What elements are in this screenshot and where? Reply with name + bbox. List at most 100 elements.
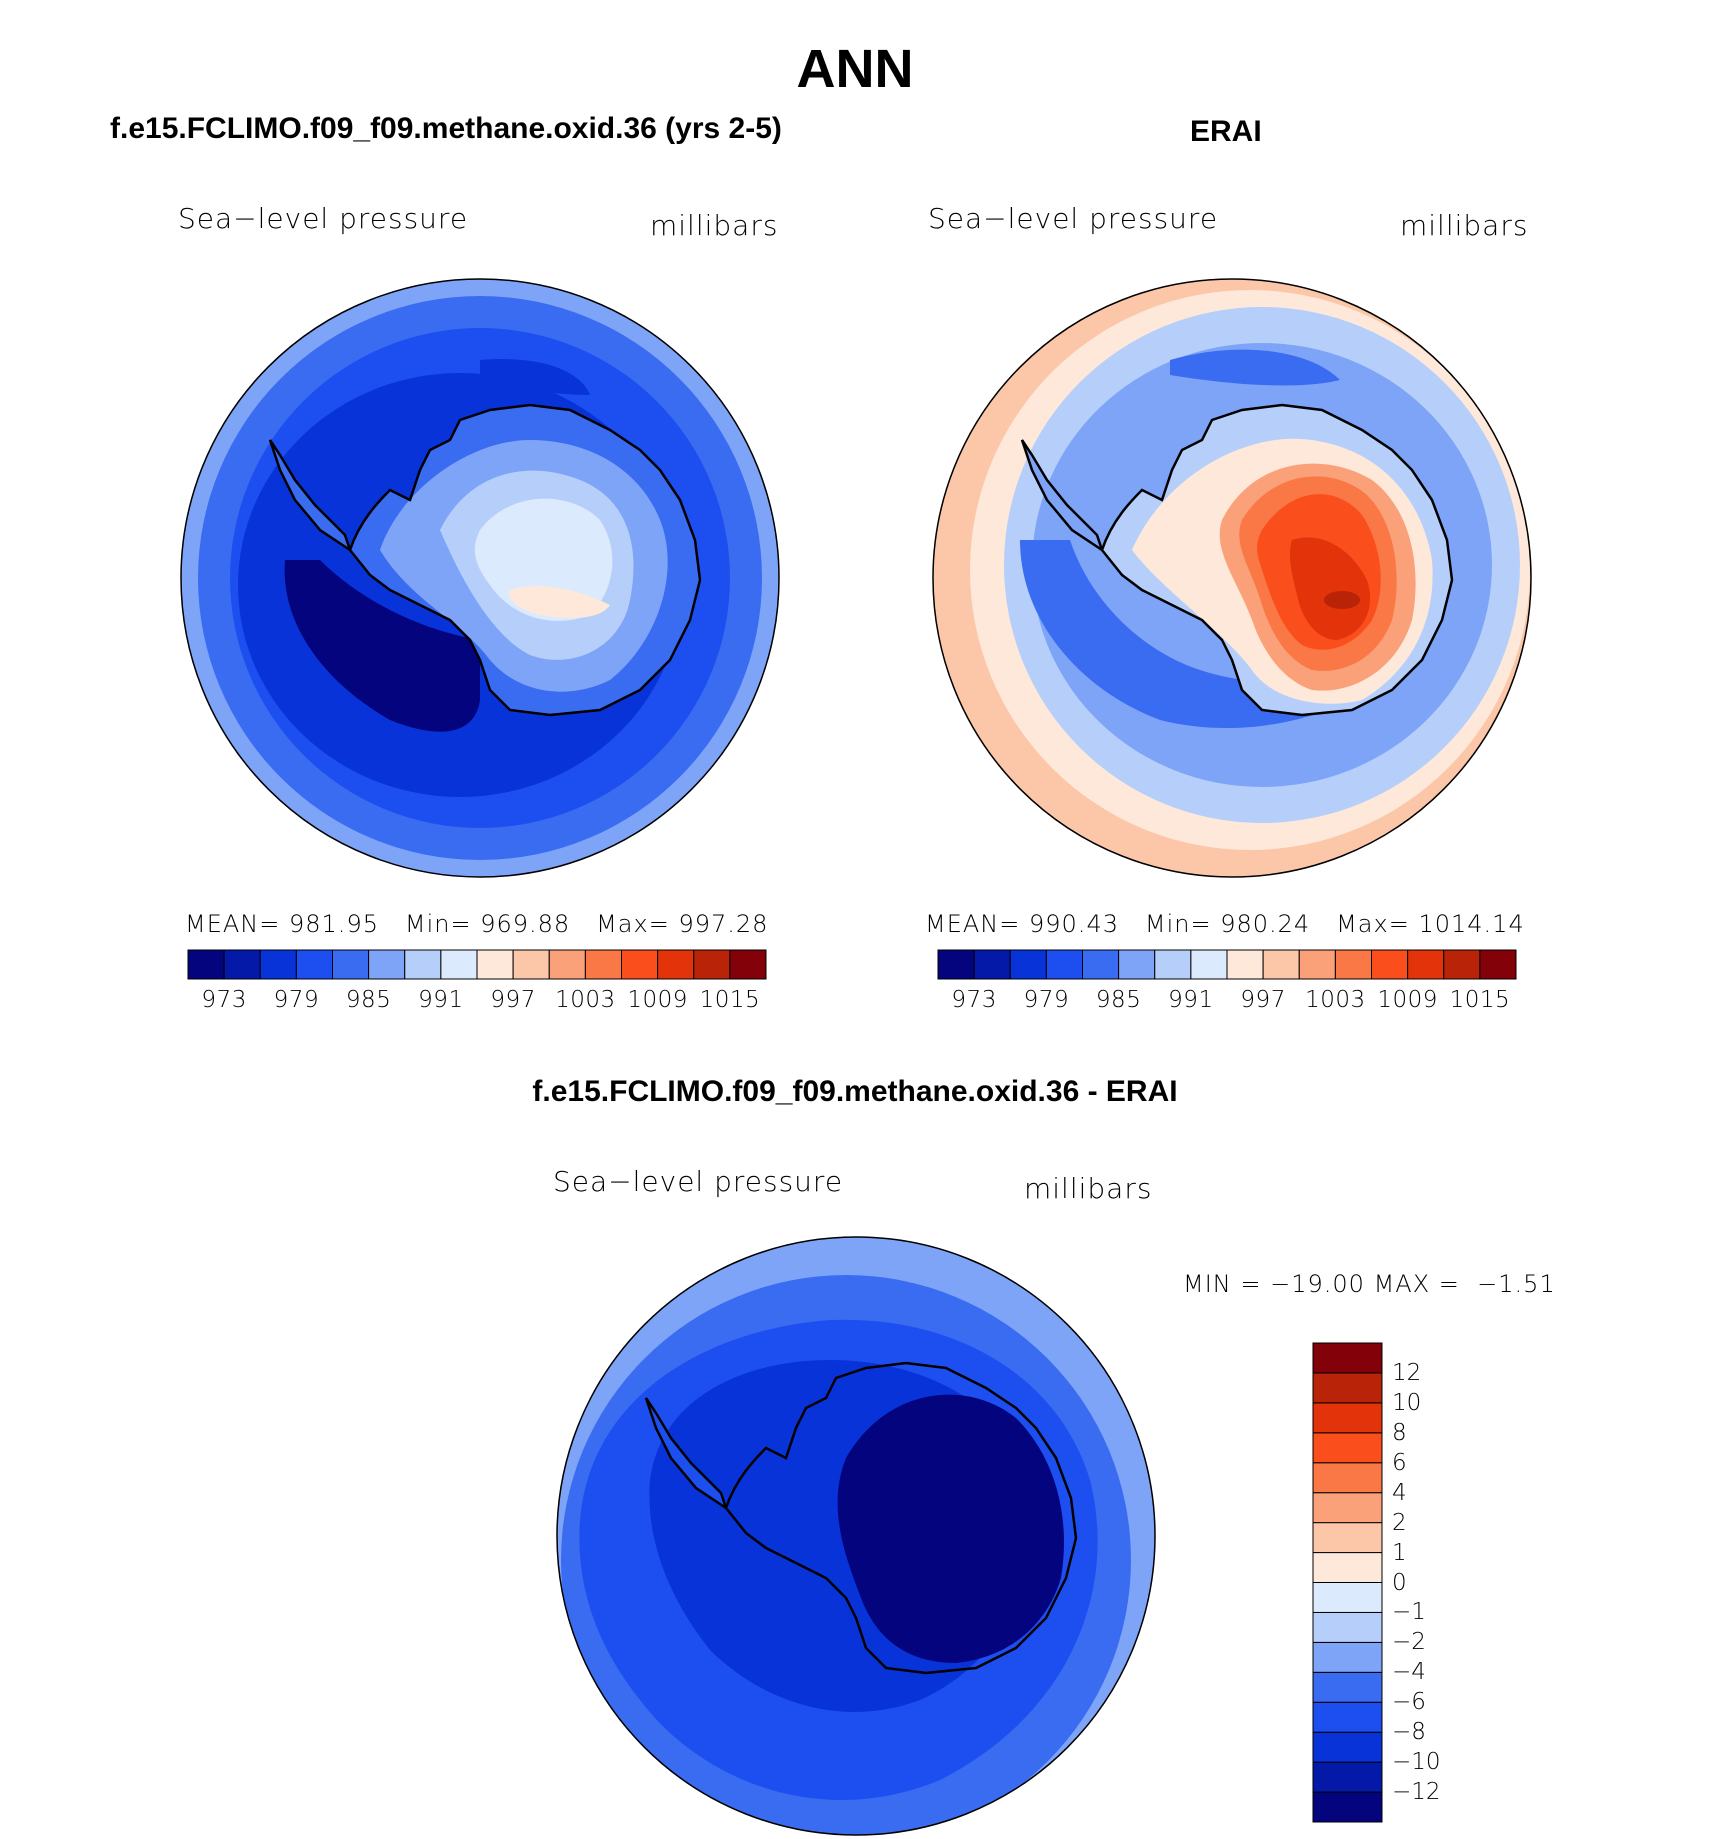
colorbar-diff (1312, 1342, 1383, 1823)
colorbar-diff-tick-label: −4 (1392, 1659, 1426, 1686)
colorbar-diff-swatch (1312, 1791, 1383, 1823)
colorbar-model-swatch (621, 949, 659, 980)
colorbar-obs-swatch (1479, 949, 1517, 980)
colorbar-model (187, 949, 767, 980)
colorbar-diff-tick-label: −1 (1392, 1599, 1426, 1626)
map-model-border (180, 278, 780, 878)
colorbar-diff-swatch (1312, 1582, 1383, 1613)
colorbar-diff-swatch (1312, 1761, 1383, 1793)
map-obs (933, 279, 1531, 877)
colorbar-obs-tick-label: 973 (951, 987, 997, 1013)
colorbar-diff-tick-label: 4 (1392, 1479, 1407, 1506)
max-value: 997.28 (678, 910, 769, 938)
colorbar-diff-swatch (1312, 1522, 1383, 1554)
map-model (181, 279, 779, 877)
min-value: −19.00 (1270, 1270, 1365, 1298)
colorbar-model-swatch (693, 949, 731, 980)
colorbar-obs-swatch (1190, 949, 1228, 980)
colorbar-obs-swatch (1154, 949, 1192, 980)
min-label: Min= (1144, 910, 1212, 938)
colorbar-obs-tick-label: 1009 (1377, 987, 1438, 1013)
min-label: Min= (404, 910, 472, 938)
colorbar-obs-swatch (1262, 949, 1300, 980)
colorbar-diff-tick-label: −6 (1392, 1689, 1426, 1716)
map-diff-min (837, 1394, 1064, 1663)
colorbar-diff-swatch (1312, 1701, 1383, 1733)
max-label: Max= (1336, 910, 1410, 938)
colorbar-model-swatch (368, 949, 406, 980)
panel-obs-variable: Sea−level pressure (928, 202, 1219, 235)
colorbar-diff-tick-label: 10 (1392, 1389, 1422, 1416)
map-model-ant5 (509, 585, 610, 618)
colorbar-model-swatch (404, 949, 442, 980)
colorbar-diff-tick-label: 8 (1392, 1419, 1407, 1446)
max-value: 1014.14 (1418, 910, 1525, 938)
panel-obs-header: ERAI (1190, 115, 1262, 148)
colorbar-diff-swatch (1312, 1611, 1383, 1643)
colorbar-model-tick-label: 997 (490, 987, 536, 1013)
colorbar-model-swatch (512, 949, 550, 980)
colorbar-obs-swatch (1009, 949, 1047, 980)
colorbar-model-swatch (295, 949, 333, 980)
colorbar-obs-tick-label: 997 (1240, 987, 1286, 1013)
max-label: MAX = (1373, 1270, 1460, 1298)
colorbar-diff-tick-label: −8 (1392, 1719, 1426, 1746)
colorbar-diff-swatch (1312, 1462, 1383, 1494)
colorbar-diff-swatch (1312, 1492, 1383, 1524)
colorbar-obs-tick-label: 1015 (1449, 987, 1511, 1013)
colorbar-diff-tick-label: 0 (1392, 1569, 1407, 1596)
colorbar-obs-swatch (1118, 949, 1156, 980)
min-value: 980.24 (1220, 910, 1311, 938)
colorbar-diff-swatch (1312, 1731, 1383, 1763)
mean-label: MEAN= (185, 910, 281, 938)
colorbar-model-swatch (332, 949, 370, 980)
min-value: 969.88 (480, 910, 571, 938)
mean-value: 981.95 (289, 910, 379, 938)
panel-model-variable: Sea−level pressure (178, 202, 469, 235)
panel-diff-units: millibars (1024, 1172, 1153, 1205)
panel-obs-units: millibars (1400, 209, 1529, 242)
colorbar-model-tick-label: 973 (201, 987, 247, 1013)
colorbar-model-swatch (187, 949, 225, 980)
map-obs-low-north (1170, 349, 1340, 386)
colorbar-diff-swatch (1312, 1552, 1383, 1583)
map-obs-ant-max (1324, 591, 1360, 609)
colorbar-obs-swatch (1082, 949, 1120, 980)
colorbar-diff-tick-label: 12 (1392, 1359, 1422, 1386)
colorbar-model-tick-label: 1015 (699, 987, 761, 1013)
mean-label: MEAN= (925, 910, 1021, 938)
colorbar-model-swatch (657, 949, 695, 980)
colorbar-obs-tick-label: 991 (1168, 987, 1214, 1013)
colorbar-model-swatch (729, 949, 767, 980)
panel-diff-header: f.e15.FCLIMO.f09_f09.methane.oxid.36 - E… (532, 1075, 1178, 1108)
colorbar-model-swatch (259, 949, 297, 980)
mean-value: 990.43 (1029, 910, 1119, 938)
colorbar-diff-tick-label: −2 (1392, 1629, 1426, 1656)
colorbar-diff-swatch (1312, 1372, 1383, 1404)
map-model-low-north (480, 359, 590, 395)
panel-model-units: millibars (650, 209, 779, 242)
colorbar-obs-swatch (1334, 949, 1372, 980)
colorbar-model-tick-label: 991 (418, 987, 464, 1013)
colorbar-obs (937, 949, 1517, 980)
panel-diff-variable: Sea−level pressure (553, 1165, 844, 1198)
colorbar-model-tick-label: 1009 (627, 987, 688, 1013)
colorbar-model-tick-label: 985 (345, 987, 392, 1013)
map-diff (557, 1237, 1155, 1835)
colorbar-obs-swatch (1298, 949, 1336, 980)
colorbar-obs-swatch (1045, 949, 1083, 980)
map-diff-border (556, 1236, 1156, 1836)
map-model-low (284, 560, 480, 732)
map-obs-border (932, 278, 1532, 878)
colorbar-model-swatch (476, 949, 514, 980)
colorbar-obs-swatch (937, 949, 975, 980)
colorbar-diff-swatch (1312, 1641, 1383, 1673)
colorbar-diff-swatch (1312, 1342, 1383, 1374)
colorbar-model-tick-label: 979 (273, 987, 320, 1013)
colorbar-diff-tick-label: −12 (1392, 1779, 1441, 1806)
colorbar-model-swatch (223, 949, 261, 980)
max-value: −1.51 (1477, 1270, 1556, 1298)
panel-diff-stats: MIN = −19.00 MAX = −1.51 (1183, 1270, 1556, 1298)
max-label: Max= (596, 910, 670, 938)
